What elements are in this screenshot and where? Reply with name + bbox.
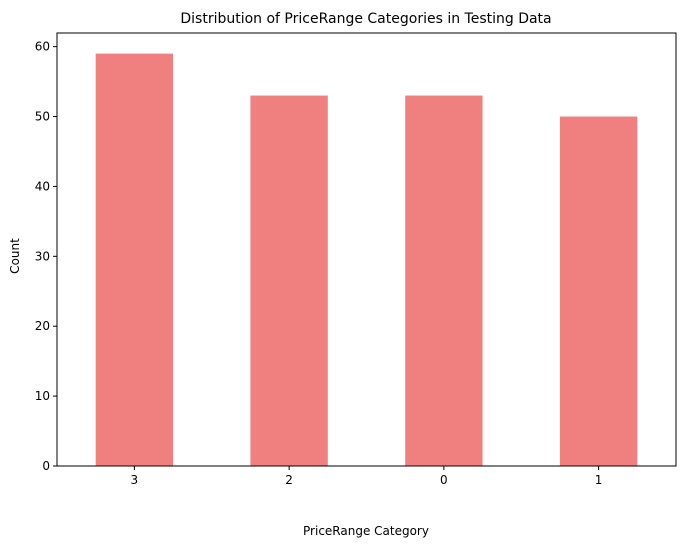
y-tick-label: 50	[35, 110, 50, 124]
y-tick-label: 10	[35, 389, 50, 403]
x-axis-label: PriceRange Category	[303, 524, 429, 538]
x-tick-label: 3	[131, 473, 139, 487]
y-tick-label: 40	[35, 179, 50, 193]
plot-frame	[56, 32, 677, 467]
x-tick-label: 1	[595, 473, 603, 487]
y-tick-label: 20	[35, 319, 50, 333]
bar-0	[405, 95, 483, 466]
bar-3	[95, 53, 174, 466]
y-tick-label: 30	[35, 249, 50, 263]
y-tick-label: 0	[42, 459, 50, 473]
y-axis-label: Count	[8, 238, 22, 274]
x-tick-label: 2	[285, 473, 293, 487]
bar-2	[250, 95, 328, 466]
bar-1	[559, 116, 638, 466]
x-tick-label: 0	[440, 473, 448, 487]
y-tick-label: 60	[35, 40, 50, 54]
chart-title: Distribution of PriceRange Categories in…	[180, 11, 551, 27]
